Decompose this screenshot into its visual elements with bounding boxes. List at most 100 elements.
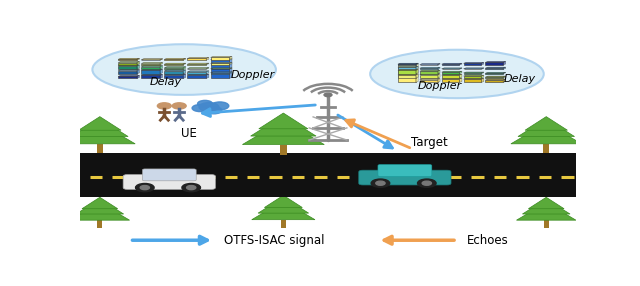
Polygon shape xyxy=(229,68,232,69)
Polygon shape xyxy=(183,63,186,65)
Circle shape xyxy=(198,100,212,107)
Polygon shape xyxy=(415,74,418,78)
Circle shape xyxy=(199,103,219,111)
Bar xyxy=(442,64,460,65)
Polygon shape xyxy=(529,197,564,209)
Circle shape xyxy=(140,186,150,190)
Polygon shape xyxy=(511,123,582,144)
Polygon shape xyxy=(118,61,140,63)
Polygon shape xyxy=(206,67,209,69)
Polygon shape xyxy=(460,68,462,69)
Polygon shape xyxy=(460,78,462,82)
Polygon shape xyxy=(503,61,506,65)
Bar xyxy=(188,75,206,78)
Polygon shape xyxy=(206,57,209,60)
Bar xyxy=(420,80,438,82)
Polygon shape xyxy=(164,70,186,71)
Circle shape xyxy=(187,186,196,190)
Polygon shape xyxy=(183,67,186,69)
Polygon shape xyxy=(463,68,484,69)
Polygon shape xyxy=(442,78,462,79)
FancyBboxPatch shape xyxy=(359,170,451,185)
Polygon shape xyxy=(463,72,484,73)
Polygon shape xyxy=(141,74,163,76)
Polygon shape xyxy=(65,123,135,144)
Bar xyxy=(118,76,137,78)
Circle shape xyxy=(182,184,200,192)
Polygon shape xyxy=(137,76,140,78)
Polygon shape xyxy=(525,117,568,130)
Polygon shape xyxy=(82,197,118,209)
Text: Doppler: Doppler xyxy=(417,81,461,91)
Bar xyxy=(211,57,229,60)
Text: Delay: Delay xyxy=(504,74,536,84)
Polygon shape xyxy=(137,65,140,69)
Bar xyxy=(398,67,415,69)
Polygon shape xyxy=(118,69,140,71)
Bar xyxy=(97,220,102,228)
Polygon shape xyxy=(211,62,232,63)
Circle shape xyxy=(376,181,385,185)
Polygon shape xyxy=(164,58,186,59)
Polygon shape xyxy=(252,201,315,220)
Bar xyxy=(281,220,286,228)
Polygon shape xyxy=(485,61,506,62)
Bar xyxy=(485,73,503,74)
Bar xyxy=(398,70,415,74)
Polygon shape xyxy=(460,63,462,65)
Polygon shape xyxy=(503,72,506,74)
Polygon shape xyxy=(463,62,484,63)
Polygon shape xyxy=(164,74,186,75)
Bar xyxy=(118,71,137,74)
Polygon shape xyxy=(485,67,506,68)
Circle shape xyxy=(371,179,390,187)
Bar xyxy=(211,73,229,74)
Bar xyxy=(141,76,160,78)
Polygon shape xyxy=(137,61,140,65)
Polygon shape xyxy=(442,74,462,75)
Polygon shape xyxy=(518,119,575,136)
Bar xyxy=(188,72,206,74)
Circle shape xyxy=(211,102,229,110)
Polygon shape xyxy=(503,76,506,78)
Polygon shape xyxy=(258,197,308,213)
Polygon shape xyxy=(420,70,440,71)
Polygon shape xyxy=(420,79,440,80)
Bar xyxy=(164,71,183,74)
Polygon shape xyxy=(415,63,418,65)
Bar xyxy=(442,75,460,78)
Polygon shape xyxy=(481,75,484,78)
Polygon shape xyxy=(485,72,506,73)
Bar xyxy=(398,64,415,82)
Polygon shape xyxy=(442,68,462,69)
Polygon shape xyxy=(183,74,186,78)
Circle shape xyxy=(417,179,436,187)
Bar xyxy=(463,73,481,74)
Bar xyxy=(463,76,481,78)
Polygon shape xyxy=(229,56,232,60)
Polygon shape xyxy=(243,120,324,144)
Polygon shape xyxy=(264,195,302,208)
Polygon shape xyxy=(188,74,209,75)
Polygon shape xyxy=(398,63,418,64)
Bar xyxy=(463,63,481,65)
Polygon shape xyxy=(481,62,484,65)
Polygon shape xyxy=(481,78,484,82)
Polygon shape xyxy=(164,63,186,64)
Ellipse shape xyxy=(92,44,276,95)
Bar xyxy=(543,144,549,153)
Polygon shape xyxy=(160,63,163,65)
Circle shape xyxy=(172,103,186,109)
Polygon shape xyxy=(485,79,506,80)
Bar xyxy=(141,70,160,74)
Circle shape xyxy=(157,103,172,109)
Bar xyxy=(164,75,183,78)
Polygon shape xyxy=(211,68,232,69)
Bar xyxy=(141,67,160,69)
Bar xyxy=(485,80,503,82)
Circle shape xyxy=(422,181,431,185)
Polygon shape xyxy=(463,75,484,76)
Polygon shape xyxy=(438,63,440,65)
Polygon shape xyxy=(118,58,140,59)
Polygon shape xyxy=(503,67,506,69)
